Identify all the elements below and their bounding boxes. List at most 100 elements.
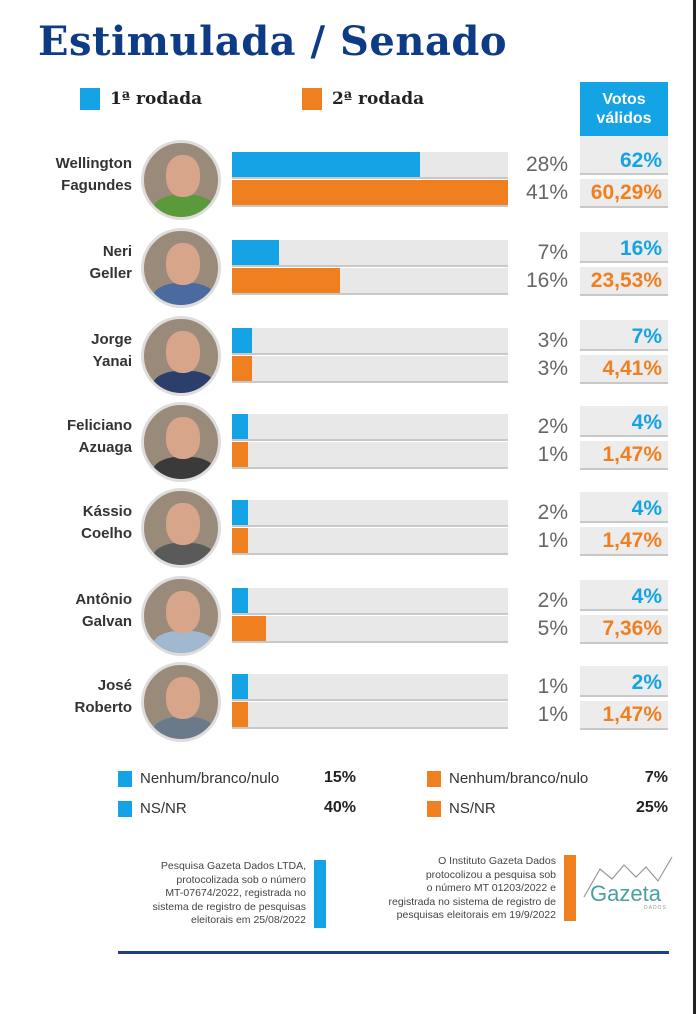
bar-label-round1: 1% (537, 675, 568, 698)
valid-votes-round1: 2% (580, 666, 668, 697)
bar-round2 (232, 268, 340, 293)
others-r1-nsnr: NS/NR (118, 800, 187, 817)
logo-line-chart-icon (583, 856, 673, 898)
candidate-photo (141, 228, 221, 308)
candidate-first-name: Feliciano (66, 417, 132, 434)
photo-body (152, 717, 216, 739)
candidate-row: Jorge Yanai 3% 3% 7% 4,41% (0, 316, 696, 404)
others-r2-null-value-wrap: 7% (620, 769, 668, 787)
candidate-first-name: Kássio (82, 503, 132, 520)
valid-votes-round1: 4% (580, 406, 668, 437)
bar-round1 (232, 500, 248, 525)
photo-body (152, 457, 216, 479)
swatch-r1-nsnr (118, 800, 132, 817)
bar-track-round1 (232, 588, 508, 615)
bar-label-round1: 2% (537, 501, 568, 524)
valid-votes-round1: 62% (580, 136, 668, 175)
bar-label-round2: 16% (525, 269, 568, 292)
valid-votes-round1: 16% (580, 232, 668, 263)
bar-track-round1 (232, 328, 508, 355)
candidate-last-name: Yanai (92, 353, 132, 370)
bar-track-round1 (232, 500, 508, 527)
others-r2-nsnr-value: 25% (635, 799, 668, 816)
candidate-name: Neri Geller (20, 241, 132, 285)
candidate-first-name: Jorge (91, 331, 132, 348)
bar-round2 (232, 180, 508, 205)
right-edge-border (693, 0, 696, 1014)
valid-votes-round1: 7% (580, 320, 668, 351)
candidate-last-name: Fagundes (61, 177, 132, 194)
note-r1-line: Pesquisa Gazeta Dados LTDA, (160, 860, 306, 872)
candidate-photo (141, 488, 221, 568)
valid-votes-round2: 4,41% (580, 355, 668, 384)
candidate-last-name: Roberto (74, 699, 133, 716)
valid-votes-header: Votos válidos (580, 82, 668, 142)
bar-label-round1: 28% (525, 153, 568, 176)
bar-track-round2 (232, 180, 508, 207)
legend-round2: 2ª rodada (302, 88, 424, 110)
candidate-name: Feliciano Azuaga (20, 415, 132, 459)
note-r2-line: registrada no sistema de registro de (388, 895, 556, 908)
logo-subtext: DADOS (644, 905, 667, 911)
methodology-note-round1: Pesquisa Gazeta Dados LTDA, protocolizad… (118, 860, 307, 928)
bar-label-round1: 7% (537, 241, 568, 264)
candidate-last-name: Coelho (81, 525, 132, 542)
note-r1-line: eleitorais em 25/08/2022 (191, 914, 306, 926)
bar-round1 (232, 588, 248, 613)
valid-votes-round1: 4% (580, 580, 668, 611)
bar-round1 (232, 674, 248, 699)
bar-round1 (232, 328, 252, 353)
photo-body (152, 195, 216, 217)
bar-track-round1 (232, 674, 508, 701)
others-r1-null-label: Nenhum/branco/nulo (140, 770, 280, 787)
candidate-last-name: Geller (89, 265, 132, 282)
logo-text: Gazeta (590, 881, 661, 906)
note-r1-line: protocolizada sob o número (176, 873, 306, 886)
candidate-name: Wellington Fagundes (20, 153, 132, 197)
legend-swatch-round1 (80, 88, 100, 110)
others-r1-nsnr-value-wrap: 40% (324, 799, 356, 817)
bar-track-round2 (232, 616, 508, 643)
bar-label-round1: 2% (537, 589, 568, 612)
valid-votes-round2: 60,29% (580, 179, 668, 208)
candidate-first-name: Wellington (55, 155, 132, 172)
note-r1-bar (314, 860, 326, 928)
note-r1-line: MT-07674/2022, registrada no (165, 887, 306, 899)
swatch-r2-nsnr (427, 800, 441, 817)
candidate-first-name: José (97, 677, 132, 694)
bar-round2 (232, 356, 252, 381)
candidate-photo (141, 662, 221, 742)
bar-track-round1 (232, 240, 508, 267)
note-r2-line: pesquisas eleitorais em 19/9/2022 (396, 909, 556, 921)
legend-label-round2: 2ª rodada (332, 89, 425, 109)
legend-round1: 1ª rodada (80, 88, 202, 110)
bar-round1 (232, 152, 420, 177)
bar-track-round2 (232, 442, 508, 469)
footer-rule (118, 951, 669, 954)
bar-track-round2 (232, 702, 508, 729)
candidate-row: Wellington Fagundes 28% 41% 62% 60,29% (0, 136, 696, 228)
bar-track-round2 (232, 356, 508, 383)
bar-label-round2: 41% (525, 181, 568, 204)
bar-label-round1: 2% (537, 415, 568, 438)
bar-label-round2: 1% (537, 703, 568, 726)
candidate-photo (141, 316, 221, 396)
bar-track-round1 (232, 414, 508, 441)
bar-track-round2 (232, 268, 508, 295)
note-r1-line: sistema de registro de pesquisas (152, 900, 307, 913)
bar-label-round2: 3% (537, 357, 568, 380)
others-r1-null-value: 15% (324, 769, 357, 786)
legend-swatch-round2 (302, 88, 322, 110)
bar-round2 (232, 442, 248, 467)
candidate-first-name: Antônio (75, 591, 132, 608)
candidate-name: Kássio Coelho (20, 501, 132, 545)
methodology-note-round2: O Instituto Gazeta Dados protocolizou a … (350, 855, 556, 923)
note-r2-line: protocolizou a pesquisa sob (425, 868, 556, 881)
legend-label-round1: 1ª rodada (110, 89, 203, 109)
bar-round1 (232, 240, 279, 265)
others-r2-null-value: 7% (644, 769, 668, 786)
valid-votes-round2: 23,53% (580, 267, 668, 296)
candidate-name: José Roberto (20, 675, 133, 719)
note-r2-line: O Instituto Gazeta Dados (438, 855, 556, 867)
candidate-name: Jorge Yanai (20, 329, 132, 373)
